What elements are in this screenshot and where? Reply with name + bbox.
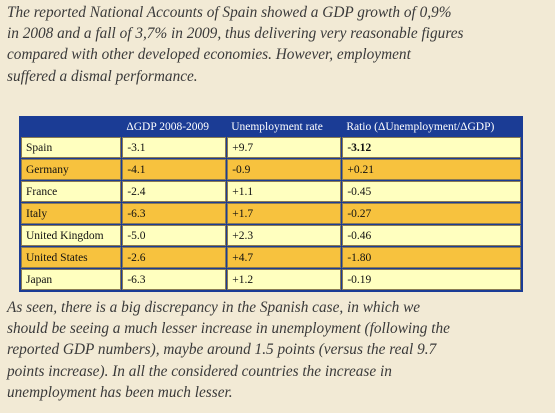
table-row: Italy -6.3 +1.7 -0.27: [21, 203, 521, 224]
text-line: in 2008 and a fall of 3,7% in 2009, thus…: [7, 25, 464, 43]
header-cell: [21, 118, 122, 136]
table-cell: +1.2: [227, 269, 342, 290]
table-cell: -4.1: [122, 159, 227, 180]
table-cell: -5.0: [122, 225, 227, 246]
table-row: Germany -4.1 -0.9 +0.21: [21, 159, 521, 180]
table-cell: -3.1: [122, 137, 227, 158]
intro-paragraph: The reported National Accounts of Spain …: [7, 2, 552, 87]
table-cell: +2.3: [227, 225, 342, 246]
table-cell: +0.21: [342, 159, 521, 180]
table-row: Japan -6.3 +1.2 -0.19: [21, 269, 521, 290]
table-row: France -2.4 +1.1 -0.45: [21, 181, 521, 202]
table-cell: -3.12: [342, 137, 521, 158]
table-cell: -6.3: [122, 203, 227, 224]
table-cell: -0.27: [342, 203, 521, 224]
table-cell: +4.7: [227, 247, 342, 268]
text-line: points increase). In all the considered …: [7, 362, 392, 380]
text-line: should be seeing a much lesser increase …: [7, 320, 450, 338]
text-line: As seen, there is a big discrepancy in t…: [7, 299, 421, 316]
text-line: unemployment has been much lesser.: [7, 383, 233, 401]
table-row: Spain -3.1 +9.7 -3.12: [21, 137, 521, 158]
table-cell: Germany: [21, 159, 122, 180]
table-cell: +9.7: [227, 137, 342, 158]
text-line: compared with other developed economies.…: [7, 46, 411, 64]
table-cell: United Kingdom: [21, 225, 122, 246]
table-cell: France: [21, 181, 122, 202]
table-cell: Italy: [21, 203, 122, 224]
header-row: ΔGDP 2008-2009 Unemployment rate Ratio (ΔU…: [21, 118, 521, 136]
table-cell: -0.45: [342, 181, 521, 202]
table-cell: +1.7: [227, 203, 342, 224]
table-cell: -2.6: [122, 247, 227, 268]
table-cell: Spain: [21, 137, 122, 158]
table-cell: United States: [21, 247, 122, 268]
header-cell: ΔGDP 2008-2009: [122, 118, 227, 136]
header-cell: Ratio (ΔUnemployment/ΔGDP): [342, 118, 521, 136]
header-cell: Unemployment rate: [227, 118, 342, 136]
table-cell: -0.19: [342, 269, 521, 290]
table-cell: -0.9: [227, 159, 342, 180]
table-row: United States -2.6 +4.7 -1.80: [21, 247, 521, 268]
table-cell: Japan: [21, 269, 122, 290]
table-cell: +1.1: [227, 181, 342, 202]
text-line: reported GDP numbers), maybe around 1.5 …: [7, 341, 437, 359]
table-cell: -6.3: [122, 269, 227, 290]
table-row: United Kingdom -5.0 +2.3 -0.46: [21, 225, 521, 246]
text-line: The reported National Accounts of Spain …: [7, 4, 452, 21]
outro-paragraph: As seen, there is a big discrepancy in t…: [7, 297, 552, 403]
table-frame: ΔGDP 2008-2009 Unemployment rate Ratio (ΔU…: [19, 116, 523, 292]
table-cell: -0.46: [342, 225, 521, 246]
table-cell: -1.80: [342, 247, 521, 268]
data-table: ΔGDP 2008-2009 Unemployment rate Ratio (ΔU…: [20, 117, 522, 291]
text-line: suffered a dismal performance.: [7, 67, 198, 85]
table-cell: -2.4: [122, 181, 227, 202]
